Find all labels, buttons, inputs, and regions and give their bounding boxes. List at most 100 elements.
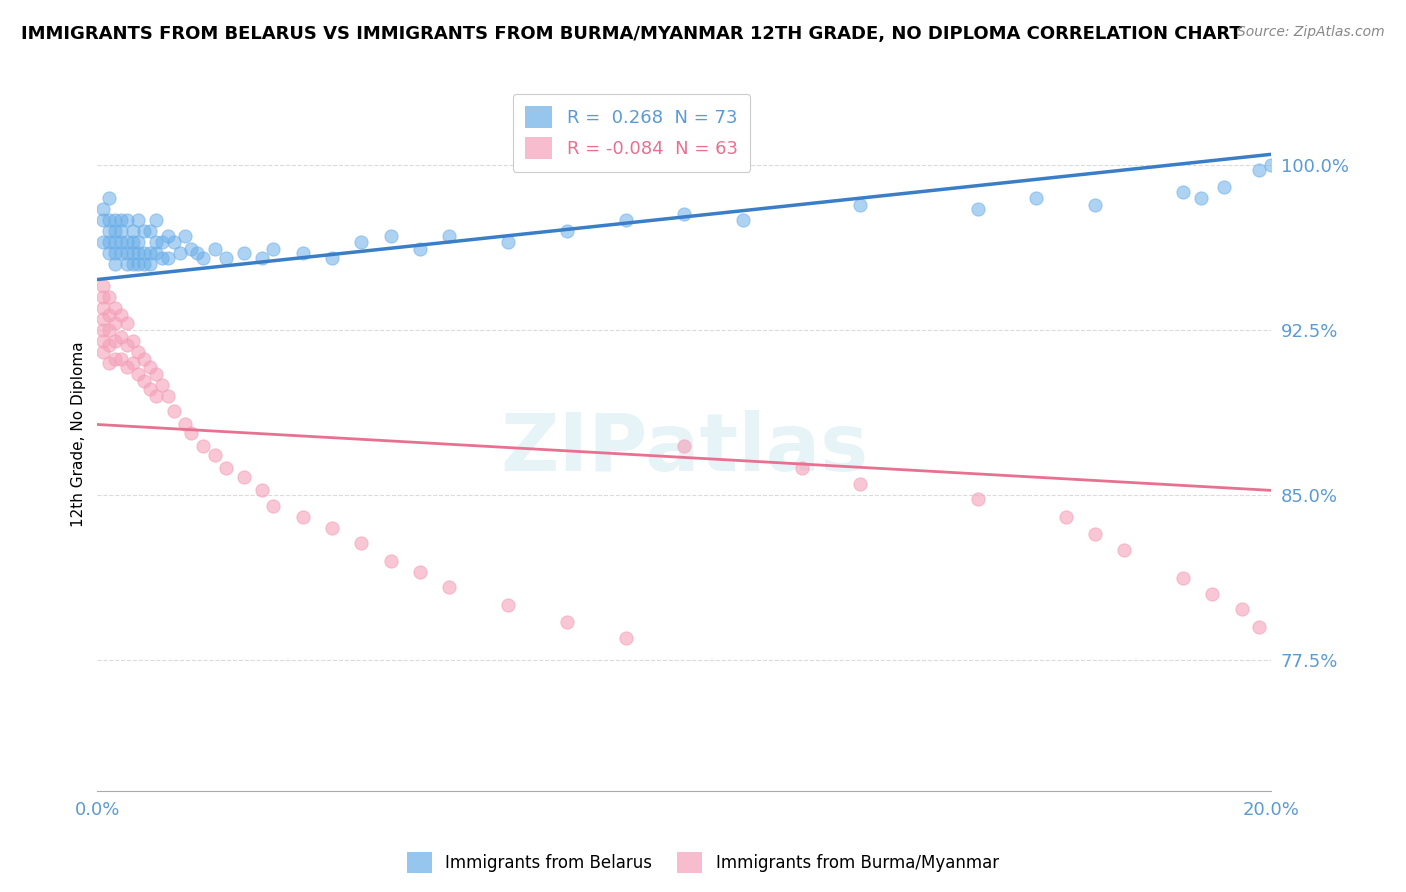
Point [115,360,138,375]
Point [91,345,114,359]
Point [1230,602,1253,616]
Point [91,323,114,337]
Point [145,213,167,227]
Point [233,470,256,484]
Point [614,631,637,645]
Point [174,417,197,432]
Point [186,246,208,260]
Point [1260,158,1282,172]
Point [409,242,432,256]
Point [250,483,273,498]
Point [790,461,813,475]
Point [139,360,162,375]
Point [115,317,138,331]
Point [121,235,143,249]
Point [156,228,179,243]
Point [145,367,167,381]
Point [104,213,127,227]
Point [139,257,162,271]
Point [110,246,132,260]
Point [496,598,519,612]
Point [91,202,114,217]
Point [134,374,156,388]
Point [169,246,191,260]
Point [98,246,121,260]
Point [104,246,127,260]
Y-axis label: 12th Grade, No Diploma: 12th Grade, No Diploma [72,342,86,527]
Point [121,334,143,348]
Point [134,257,156,271]
Point [104,257,127,271]
Point [163,235,186,249]
Point [127,235,149,249]
Text: IMMIGRANTS FROM BELARUS VS IMMIGRANTS FROM BURMA/MYANMAR 12TH GRADE, NO DIPLOMA : IMMIGRANTS FROM BELARUS VS IMMIGRANTS FR… [21,25,1241,43]
Point [439,580,461,594]
Point [104,301,127,315]
Point [110,224,132,238]
Text: ZIPatlas: ZIPatlas [501,409,869,488]
Point [91,290,114,304]
Point [1171,185,1194,199]
Point [145,389,167,403]
Point [110,329,132,343]
Point [139,224,162,238]
Point [180,242,202,256]
Point [204,242,226,256]
Point [380,554,402,568]
Point [1201,586,1223,600]
Point [291,509,314,524]
Point [731,213,754,227]
Point [555,224,578,238]
Point [110,308,132,322]
Point [555,615,578,629]
Point [127,246,149,260]
Point [1189,191,1212,205]
Point [98,323,121,337]
Point [350,235,373,249]
Point [191,440,214,454]
Point [1249,162,1271,177]
Point [150,378,173,392]
Point [104,334,127,348]
Point [150,251,173,265]
Point [104,235,127,249]
Point [1171,571,1194,585]
Point [496,235,519,249]
Point [98,308,121,322]
Point [1249,619,1271,633]
Point [127,367,149,381]
Point [673,206,696,220]
Point [262,242,284,256]
Point [380,228,402,243]
Point [233,246,256,260]
Point [439,228,461,243]
Point [91,279,114,293]
Point [91,235,114,249]
Point [262,499,284,513]
Point [174,228,197,243]
Point [121,257,143,271]
Point [139,382,162,396]
Point [110,235,132,249]
Point [134,246,156,260]
Point [191,251,214,265]
Point [110,351,132,366]
Point [104,351,127,366]
Point [215,251,238,265]
Point [163,404,186,418]
Point [215,461,238,475]
Point [134,351,156,366]
Point [204,448,226,462]
Point [250,251,273,265]
Point [156,251,179,265]
Point [1025,191,1047,205]
Point [321,251,343,265]
Point [127,257,149,271]
Point [91,334,114,348]
Point [91,301,114,315]
Point [1213,180,1236,194]
Point [115,235,138,249]
Point [849,198,872,212]
Point [115,338,138,352]
Point [321,521,343,535]
